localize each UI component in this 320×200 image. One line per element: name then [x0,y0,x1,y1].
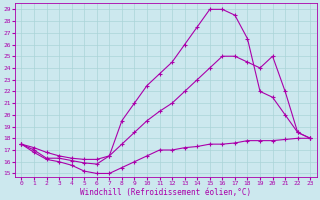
X-axis label: Windchill (Refroidissement éolien,°C): Windchill (Refroidissement éolien,°C) [80,188,252,197]
